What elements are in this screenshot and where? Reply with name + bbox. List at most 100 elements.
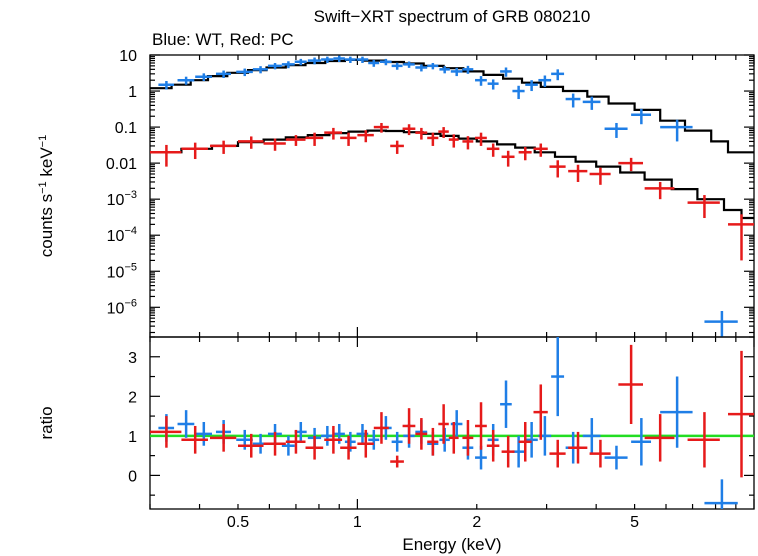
ylabel-base: counts s <box>37 194 56 257</box>
ratio-point-wt <box>500 380 512 428</box>
ylabel-exp1: −1 <box>37 181 49 194</box>
spectrum-point-pc <box>390 140 404 154</box>
spectrum-panel: counts s−1 keV−1 1010.10.0110−310−410−51… <box>37 48 755 338</box>
ratio-point-pc <box>373 412 389 444</box>
spectrum-point-wt <box>551 69 565 81</box>
spectrum-point-pc <box>237 136 264 149</box>
spectrum-y-axis-label: counts s−1 keV−1 <box>37 135 56 257</box>
ratio-y-tick-label: 0 <box>128 468 137 485</box>
ratio-point-wt <box>551 337 565 417</box>
ylabel-exp2: −1 <box>37 135 49 148</box>
spectrum-point-wt <box>158 80 175 90</box>
spectrum-point-wt <box>391 62 403 70</box>
x-tick-label: 0.5 <box>227 514 249 531</box>
spectrum-point-pc <box>285 135 306 146</box>
spectrum-point-wt <box>462 65 474 74</box>
ratio-point-pc <box>549 439 566 468</box>
spectrum-point-wt <box>565 93 581 108</box>
ratio-point-pc <box>438 404 449 444</box>
spectrum-point-pc <box>462 136 474 150</box>
spectrum-point-pc <box>448 134 459 148</box>
model-step-pc <box>150 129 754 220</box>
spectrum-point-wt <box>439 66 450 74</box>
spectrum-point-pc <box>549 160 566 178</box>
spectrum-point-wt <box>450 67 463 77</box>
ratio-point-wt <box>604 445 628 470</box>
ratio-point-wt <box>195 422 213 446</box>
ratio-point-wt <box>321 425 334 446</box>
spectrum-point-pc <box>340 132 357 146</box>
spectrum-point-wt <box>379 58 392 66</box>
ratio-point-pc <box>518 422 532 462</box>
ratio-y-tick-label: 1 <box>128 429 137 446</box>
ratio-point-pc <box>285 429 306 454</box>
ratio-point-pc <box>263 431 286 456</box>
ratio-point-pc <box>237 433 264 458</box>
ratio-point-pc <box>357 429 374 458</box>
spectrum-panel-frame <box>149 54 755 338</box>
spectrum-point-pc <box>568 164 588 182</box>
ratio-point-pc <box>448 422 459 454</box>
ratio-point-wt <box>281 435 295 456</box>
ratio-point-pc <box>462 420 474 456</box>
chart-subtitle: Blue: WT, Red: PC <box>152 30 294 49</box>
spectrum-point-wt <box>344 56 356 63</box>
ratio-point-pc <box>415 418 428 450</box>
spectrum-point-pc <box>486 143 500 157</box>
ratio-point-wt <box>391 431 403 452</box>
ratio-point-wt <box>525 422 538 458</box>
spectrum-point-wt <box>356 56 369 63</box>
spectrum-point-pc <box>687 195 720 219</box>
ratio-point-pc <box>340 435 357 460</box>
ratio-point-pc <box>181 425 208 454</box>
spectrum-point-wt <box>236 68 253 77</box>
x-tick-label: 2 <box>472 514 481 531</box>
spectrum-point-wt <box>307 57 322 65</box>
spectrum-point-wt <box>281 61 295 69</box>
spectrum-point-wt <box>294 58 307 66</box>
ratio-panel-frame <box>149 336 755 510</box>
spectrum-point-pc <box>438 127 449 138</box>
spectrum-point-wt <box>415 64 428 72</box>
spectrum-point-pc <box>402 124 416 136</box>
spectrum-point-pc <box>533 143 548 157</box>
ratio-point-wt <box>631 418 652 466</box>
spectrum-point-wt <box>500 67 512 77</box>
chart-title: Swift−XRT spectrum of GRB 080210 <box>314 7 591 26</box>
spectrum-point-wt <box>403 61 415 68</box>
ratio-y-axis-label: ratio <box>37 406 56 439</box>
spectrum-point-pc <box>589 167 611 185</box>
spectrum-y-tick-label: 1 <box>128 84 137 101</box>
spectrum-point-wt <box>512 85 525 100</box>
spectrum-point-wt <box>215 70 231 79</box>
ratio-y-tick-label: 3 <box>128 350 137 367</box>
spectrum-point-pc <box>357 130 374 143</box>
ratio-y-tick-label: 2 <box>128 389 137 406</box>
ratio-point-wt <box>660 376 693 448</box>
ratio-point-pc <box>475 402 487 450</box>
spectrum-y-tick-label: 0.01 <box>106 156 137 173</box>
ratio-point-pc <box>533 384 548 440</box>
spectrum-point-pc <box>181 142 208 160</box>
spectrum-point-pc <box>501 150 515 167</box>
spectrum-point-pc <box>150 144 182 167</box>
ratio-point-pc <box>427 427 439 456</box>
ratio-point-pc <box>728 350 754 478</box>
spectrum-point-wt <box>427 62 439 70</box>
spectrum-point-wt <box>368 59 380 67</box>
spectrum-point-wt <box>704 310 738 337</box>
spectrum-point-pc <box>373 122 389 133</box>
spectrum-point-pc <box>475 132 487 146</box>
spectrum-point-pc <box>209 140 237 154</box>
ratio-point-pc <box>644 414 675 462</box>
ratio-point-pc <box>568 431 588 464</box>
spectrum-point-wt <box>252 66 268 74</box>
ratio-point-wt <box>177 410 195 438</box>
ratio-point-wt <box>368 429 380 450</box>
spectrum-point-wt <box>475 76 487 86</box>
x-tick-label: 5 <box>630 514 639 531</box>
spectrum-point-wt <box>538 75 552 87</box>
ylabel-mid: keV <box>37 147 56 182</box>
x-tick-label: 1 <box>353 514 362 531</box>
